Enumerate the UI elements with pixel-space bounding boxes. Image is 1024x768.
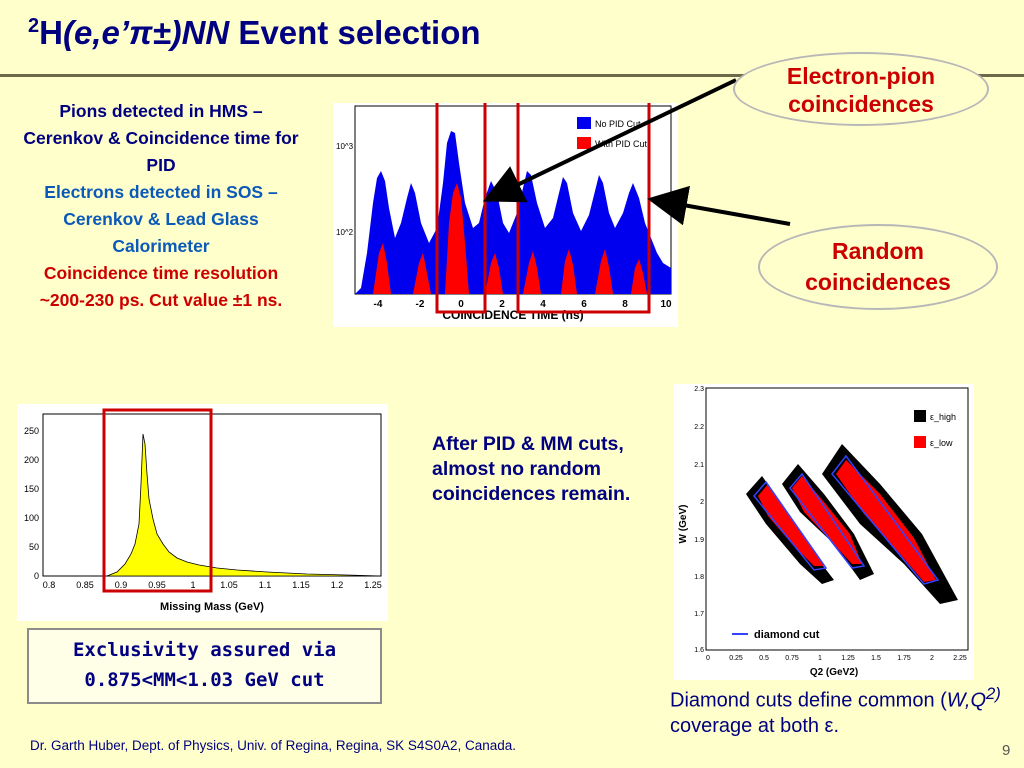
legend-swatch-with-pid bbox=[577, 137, 591, 149]
slide-title: 2H(e,e’π±)NN Event selection bbox=[28, 14, 481, 51]
legend-swatch-high bbox=[914, 410, 926, 422]
random-coincidence-callout: Random coincidences bbox=[758, 224, 998, 310]
diamond-xlabel: Q2 (GeV2) bbox=[810, 667, 858, 678]
diamond-cut-outline bbox=[753, 454, 940, 585]
footer-credit: Dr. Garth Huber, Dept. of Physics, Univ.… bbox=[30, 738, 516, 753]
diamond-xtick: 1.25 bbox=[841, 655, 855, 662]
diamond-ytick: 1.6 bbox=[694, 647, 704, 654]
exclusivity-box: Exclusivity assured via 0.875<MM<1.03 Ge… bbox=[27, 628, 382, 704]
legend-with-pid: With PID Cut bbox=[595, 139, 648, 149]
diamond-ytick: 2 bbox=[700, 499, 704, 506]
mm-xtick: 0.85 bbox=[76, 580, 94, 590]
pid-text: Pions detected in HMS – Cerenkov & Coinc… bbox=[23, 101, 299, 175]
low-eps-region-2 bbox=[792, 476, 862, 564]
mm-ytick: 250 bbox=[24, 426, 39, 436]
missing-mass-histogram bbox=[43, 433, 382, 577]
legend-no-pid: No PID Cut bbox=[595, 119, 641, 129]
mm-ytick: 0 bbox=[34, 571, 39, 581]
diamond-ytick: 2.1 bbox=[694, 462, 704, 469]
coinc-ytick-1000: 10^3 bbox=[336, 142, 354, 151]
missing-mass-plot: 250 200 150 100 50 0 0.8 0.85 0.9 0.95 1… bbox=[17, 404, 388, 621]
no-pid-series bbox=[355, 131, 671, 294]
page-number: 9 bbox=[1002, 742, 1011, 759]
diamond-ytick: 2.2 bbox=[694, 424, 704, 431]
detector-description: Pions detected in HMS – Cerenkov & Coinc… bbox=[20, 98, 302, 314]
coinc-xtick: 4 bbox=[540, 299, 546, 310]
coinc-xlabel: COINCIDENCE TIME (ns) bbox=[442, 308, 583, 322]
diamond-ytick: 2.3 bbox=[694, 386, 704, 393]
diamond-xtick: 1 bbox=[818, 655, 822, 662]
mm-xtick: 0.8 bbox=[43, 580, 56, 590]
diamond-xtick: 2.25 bbox=[953, 655, 967, 662]
coinc-xtick: 2 bbox=[499, 299, 505, 310]
coinc-xtick: 10 bbox=[660, 299, 672, 310]
mm-ytick: 150 bbox=[24, 484, 39, 494]
mm-xtick: 1.05 bbox=[220, 580, 238, 590]
low-eps-region-3 bbox=[836, 460, 936, 582]
diamond-xtick: 0.25 bbox=[729, 655, 743, 662]
mm-ytick: 200 bbox=[24, 455, 39, 465]
legend-eps-low: ε_low bbox=[930, 438, 953, 448]
diamond-ylabel: W (GeV) bbox=[678, 505, 689, 544]
electron-text: Electrons detected in SOS –Cerenkov & Le… bbox=[44, 182, 278, 256]
legend-swatch-low bbox=[914, 436, 926, 448]
coinc-xtick: 8 bbox=[622, 299, 628, 310]
mm-xtick: 1 bbox=[190, 580, 195, 590]
diamond-ytick: 1.8 bbox=[694, 574, 704, 581]
resolution-text: Coincidence time resolution ~200-230 ps.… bbox=[39, 263, 283, 310]
diamond-ytick: 1.7 bbox=[694, 611, 704, 618]
diamond-caption: Diamond cuts define common (W,Q2) covera… bbox=[670, 684, 1001, 737]
coinc-xtick: 0 bbox=[458, 299, 464, 310]
mm-xtick: 1.25 bbox=[364, 580, 382, 590]
mm-ytick: 100 bbox=[24, 513, 39, 523]
coincidence-time-plot: 10^3 10^2 -4 -2 0 2 4 6 8 10 COINCIDENCE… bbox=[333, 99, 678, 327]
title-divider bbox=[0, 74, 1024, 77]
mm-xtick: 0.95 bbox=[148, 580, 166, 590]
legend-swatch-no-pid bbox=[577, 117, 591, 129]
diamond-xtick: 1.5 bbox=[871, 655, 881, 662]
diamond-ytick: 1.9 bbox=[694, 537, 704, 544]
coinc-xtick: 6 bbox=[581, 299, 587, 310]
exclusivity-line2: 0.875<MM<1.03 GeV cut bbox=[84, 669, 325, 691]
mm-cut-box bbox=[102, 408, 213, 593]
diamond-xtick: 1.75 bbox=[897, 655, 911, 662]
coinc-ytick-100: 10^2 bbox=[336, 228, 354, 237]
coinc-xtick: -2 bbox=[416, 299, 425, 310]
mm-xtick: 1.2 bbox=[331, 580, 344, 590]
coinc-xtick: -4 bbox=[374, 299, 383, 310]
diamond-cut-label: diamond cut bbox=[754, 629, 820, 641]
diamond-xtick: 0 bbox=[706, 655, 710, 662]
diamond-xtick: 2 bbox=[930, 655, 934, 662]
electron-pion-callout: Electron-pion coincidences bbox=[733, 52, 989, 126]
after-cuts-text: After PID & MM cuts, almost no random co… bbox=[432, 433, 631, 505]
exclusivity-line1: Exclusivity assured via bbox=[72, 639, 337, 661]
mm-ytick: 50 bbox=[29, 542, 39, 552]
diamond-xtick: 0.75 bbox=[785, 655, 799, 662]
mm-xtick: 1.15 bbox=[292, 580, 310, 590]
mm-xtick: 1.1 bbox=[259, 580, 272, 590]
mm-xlabel: Missing Mass (GeV) bbox=[160, 601, 264, 613]
diamond-xtick: 0.5 bbox=[759, 655, 769, 662]
diamond-cut-plot: 2.3 2.2 2.1 2 1.9 1.8 1.7 1.6 0 0.25 0.5… bbox=[674, 384, 974, 680]
mm-xtick: 0.9 bbox=[115, 580, 128, 590]
legend-eps-high: ε_high bbox=[930, 412, 956, 422]
low-eps-region-1 bbox=[758, 484, 824, 566]
